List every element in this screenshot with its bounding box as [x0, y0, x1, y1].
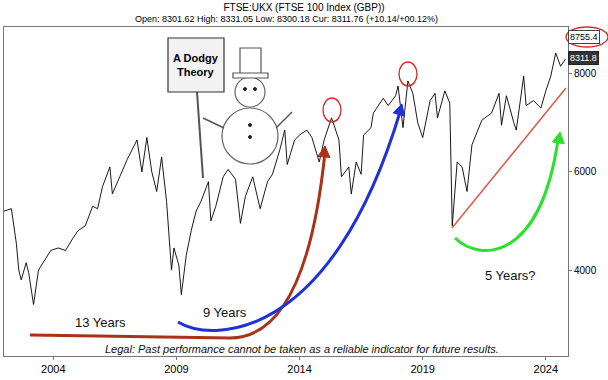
- svg-text:4000: 4000: [574, 265, 597, 276]
- svg-text:9 Years: 9 Years: [203, 305, 247, 320]
- svg-text:5 Years?: 5 Years?: [485, 268, 536, 283]
- svg-text:FTSE:UKX (FTSE 100 Index (GBP): FTSE:UKX (FTSE 100 Index (GBP)): [223, 2, 384, 13]
- svg-text:13 Years: 13 Years: [75, 315, 126, 330]
- svg-text:Open: 8301.62 High: 8331.05 Lo: Open: 8301.62 High: 8331.05 Low: 8300.18…: [135, 14, 438, 24]
- svg-text:8000: 8000: [574, 68, 597, 79]
- svg-text:2024: 2024: [534, 363, 558, 375]
- svg-text:8311.8: 8311.8: [570, 53, 597, 63]
- svg-text:Legal: Past performance cannot: Legal: Past performance cannot be taken …: [105, 343, 499, 355]
- svg-text:A DodgyTheory: A DodgyTheory: [173, 52, 219, 78]
- svg-text:2019: 2019: [410, 363, 434, 375]
- svg-text:2009: 2009: [164, 363, 188, 375]
- svg-text:6000: 6000: [574, 166, 597, 177]
- svg-text:2014: 2014: [287, 363, 311, 375]
- svg-text:8755.4: 8755.4: [570, 32, 598, 42]
- svg-text:2004: 2004: [41, 363, 65, 375]
